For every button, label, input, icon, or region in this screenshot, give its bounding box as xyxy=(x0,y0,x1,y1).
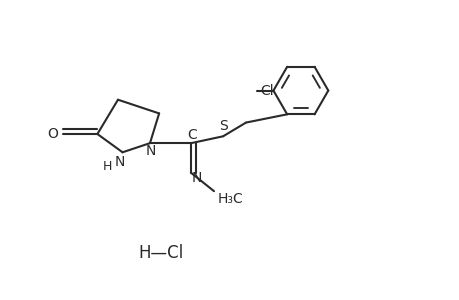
Text: Cl: Cl xyxy=(260,84,274,98)
Text: H₃C: H₃C xyxy=(217,192,243,206)
Text: N: N xyxy=(191,171,202,185)
Text: H—Cl: H—Cl xyxy=(139,244,184,262)
Text: N: N xyxy=(115,155,125,169)
Text: S: S xyxy=(218,119,227,133)
Text: O: O xyxy=(48,127,58,141)
Text: H: H xyxy=(103,160,112,172)
Text: N: N xyxy=(146,144,156,158)
Text: C: C xyxy=(187,128,196,142)
